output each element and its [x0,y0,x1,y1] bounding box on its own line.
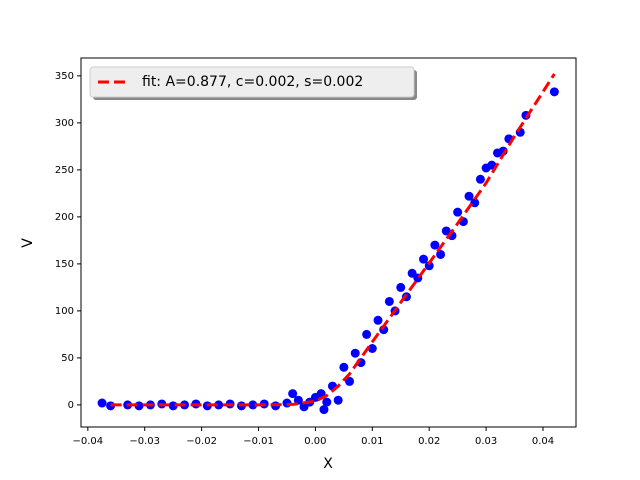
x-tick-label: 0.02 [418,436,440,447]
x-axis-label: X [323,456,333,472]
x-tick-label: 0.04 [532,436,554,447]
scatter-point [464,191,474,201]
y-tick-label: 350 [55,71,74,82]
scatter-point [549,87,559,97]
scatter-point [475,174,485,184]
scatter-point [430,240,440,250]
x-tick-label: −0.02 [186,436,217,447]
scatter-point [97,398,107,408]
y-axis-label: V [20,238,36,248]
legend-label: fit: A=0.877, c=0.002, s=0.002 [142,74,363,90]
scatter-point [339,362,349,372]
scatter-point [322,397,332,407]
x-tick-label: −0.04 [72,436,103,447]
scatter-point [350,348,360,358]
y-tick-label: 200 [55,212,74,223]
scatter-point [384,296,394,306]
scatter-point [333,395,343,405]
y-tick-label: 50 [61,353,74,364]
scatter-point [453,207,463,217]
scatter-point [373,315,383,325]
x-tick-label: 0.01 [361,436,383,447]
legend-box [89,66,415,98]
scatter-point [436,249,446,259]
y-tick-label: 0 [68,400,74,411]
x-tick-label: 0.00 [304,436,326,447]
scatter-point [470,198,480,208]
scatter-point [367,343,377,353]
scatter-point [362,329,372,339]
scatter-point [288,389,298,399]
scatter-point [214,400,224,410]
scatter-point [248,400,258,410]
x-tick-label: −0.03 [129,436,160,447]
y-tick-label: 300 [55,118,74,129]
fit-line [110,73,556,407]
scatter-point [419,254,429,264]
y-tick-label: 150 [55,259,74,270]
scatter-point [345,376,355,386]
y-tick-label: 100 [55,306,74,317]
plot-frame [80,57,577,428]
x-tick-label: −0.01 [243,436,274,447]
y-tick-label: 250 [55,165,74,176]
scatter-point [319,405,329,415]
scatter-point [396,282,406,292]
x-tick-label: 0.03 [475,436,497,447]
